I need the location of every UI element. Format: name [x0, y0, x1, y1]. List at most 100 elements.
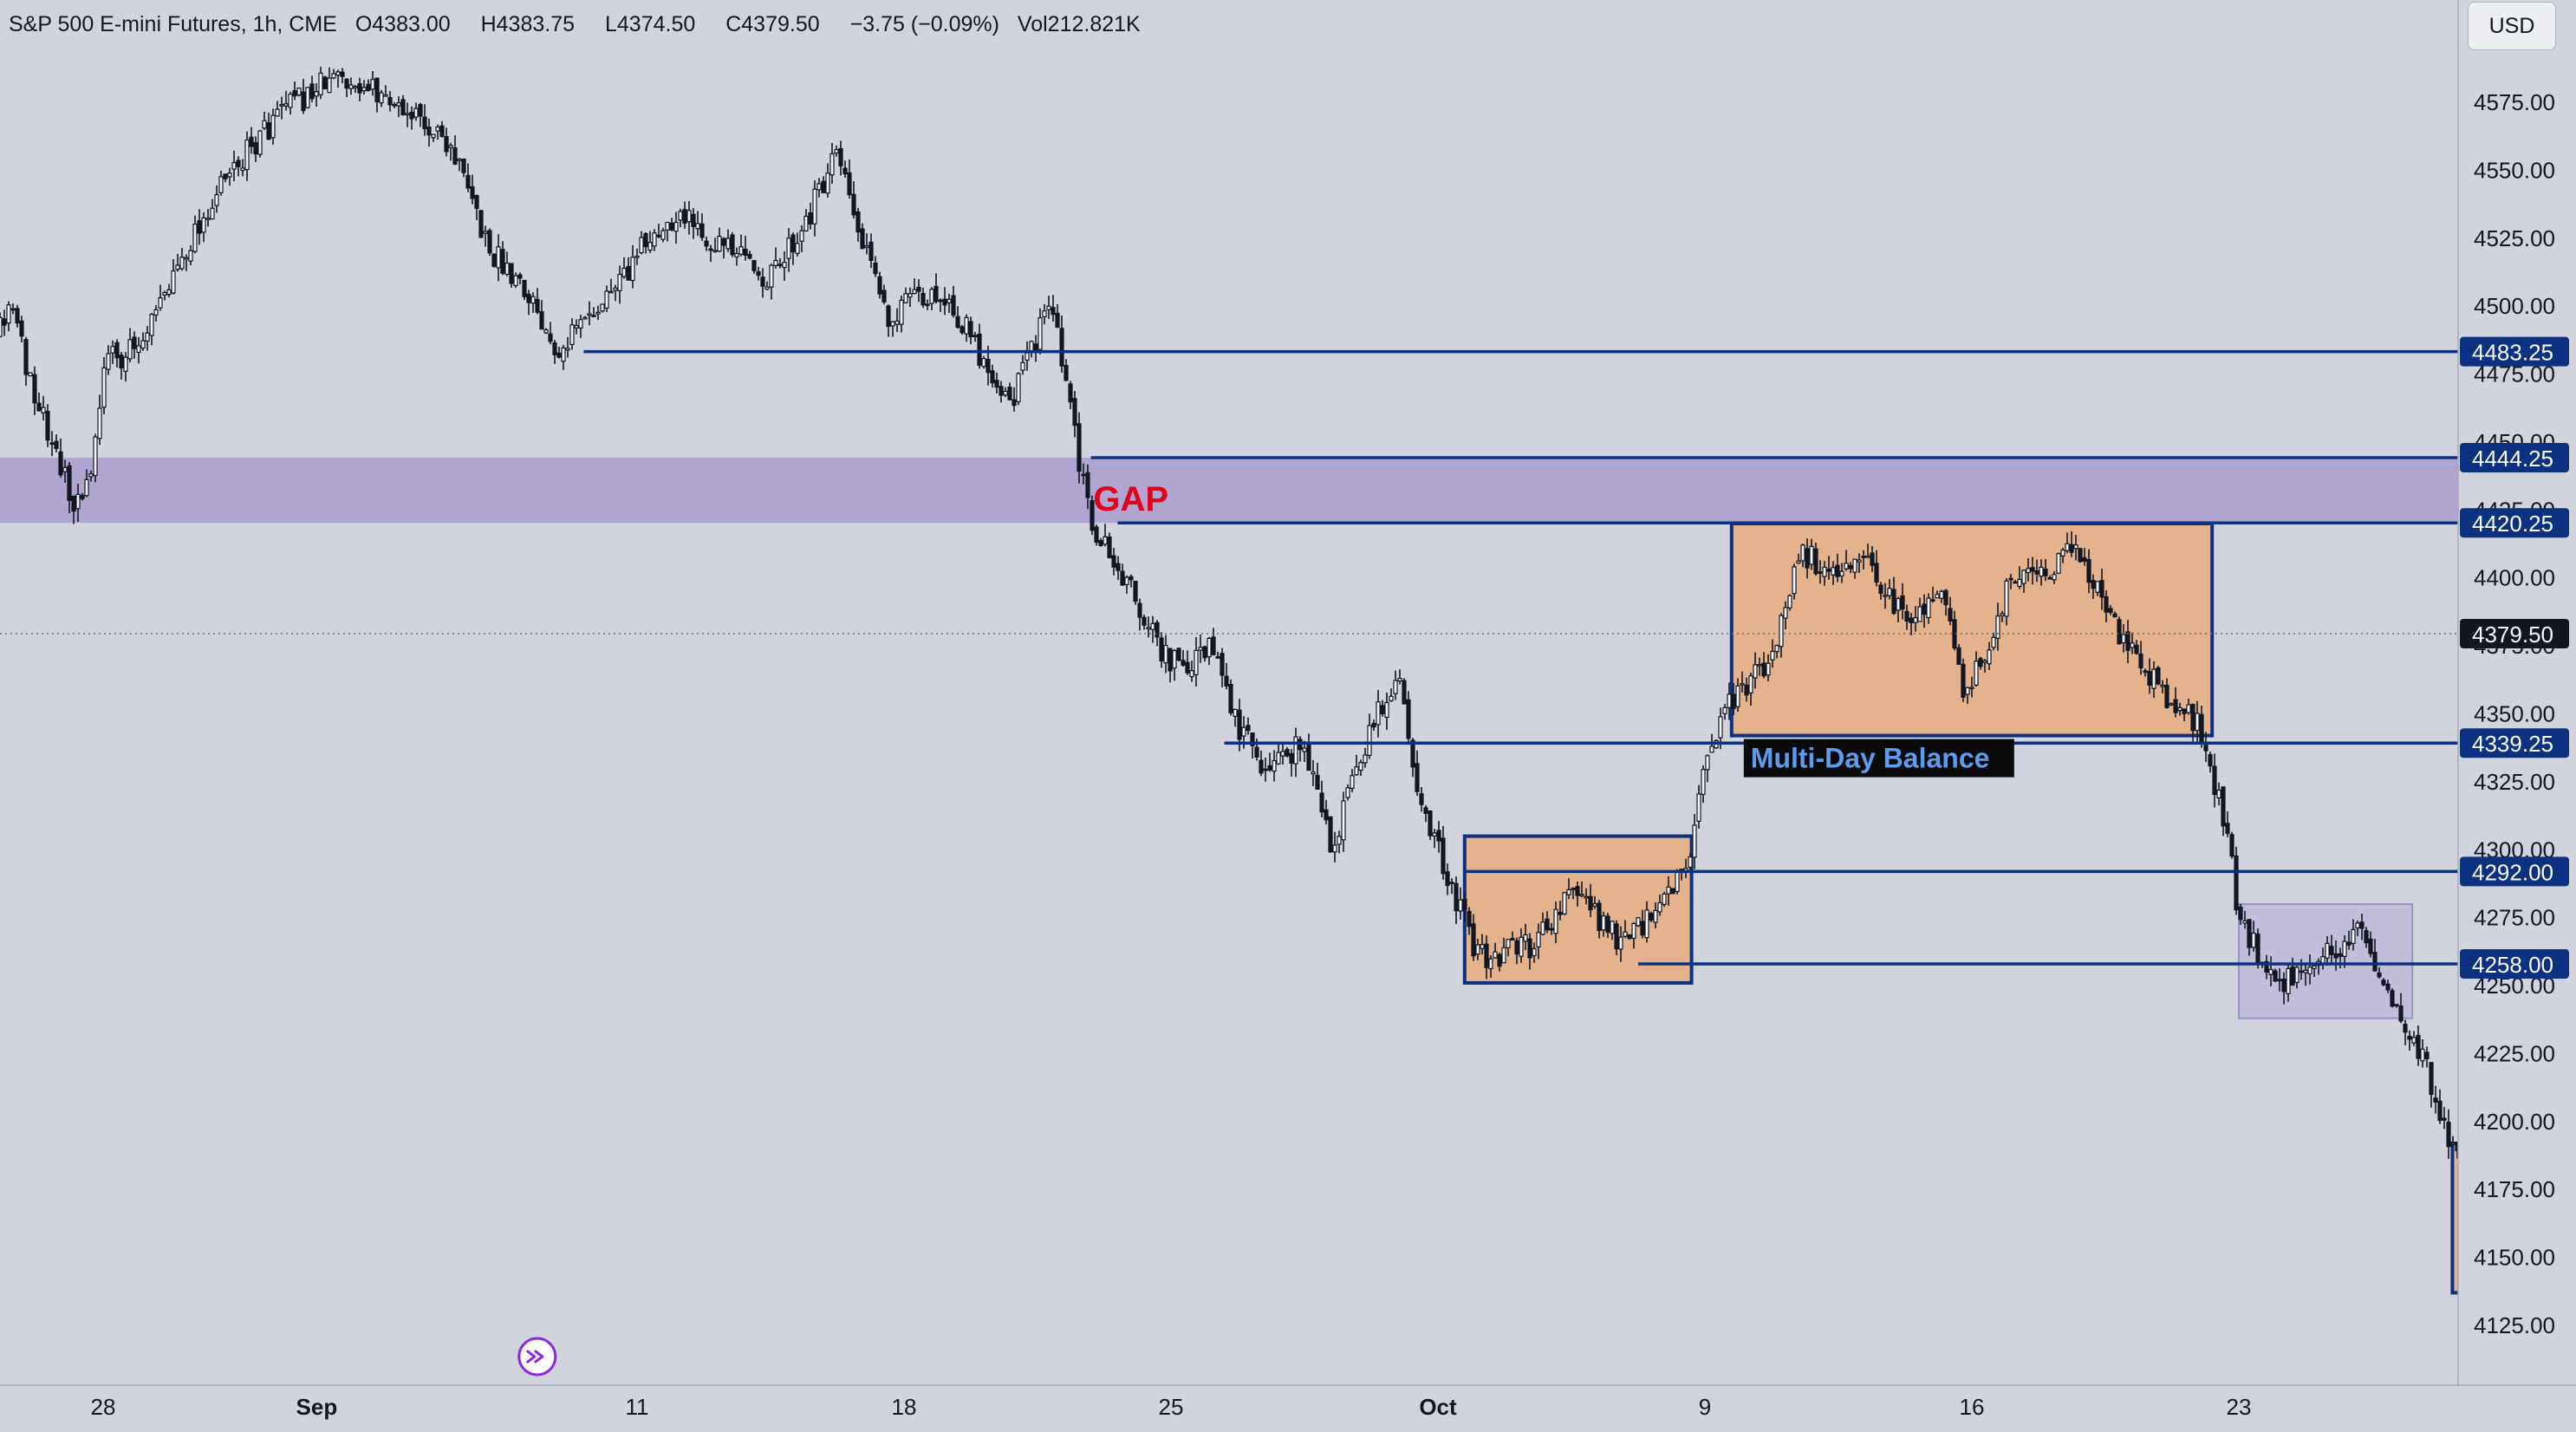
- candle-body: [275, 108, 280, 117]
- candle-body: [2407, 1035, 2412, 1040]
- candle-body: [2138, 654, 2143, 668]
- candle-body: [205, 218, 211, 220]
- replay-forward-icon[interactable]: [517, 1337, 557, 1377]
- candle-body: [1124, 576, 1129, 585]
- candle-body: [2108, 608, 2113, 614]
- candle-body: [2182, 708, 2187, 714]
- candle-body: [392, 103, 397, 107]
- candle-body: [2251, 932, 2256, 948]
- candle-body: [418, 103, 423, 117]
- candle-body: [907, 293, 913, 298]
- price-tick-label: 4525.00: [2474, 225, 2555, 251]
- price-tick-label: 4575.00: [2474, 89, 2555, 115]
- candle-body: [1909, 617, 1914, 624]
- candle-body: [1254, 746, 1259, 758]
- candle-body: [526, 293, 531, 303]
- candle-body: [2329, 946, 2334, 955]
- time-tick-label: Oct: [1419, 1394, 1457, 1420]
- candle-body: [2299, 970, 2304, 973]
- symbol-title: S&P 500 E-mini Futures, 1h, CME: [9, 12, 337, 36]
- candle-body: [535, 298, 540, 313]
- candle-body: [1267, 765, 1272, 771]
- candle-body: [1146, 627, 1151, 630]
- candle-body: [1337, 836, 1342, 845]
- candle-body: [838, 147, 843, 166]
- gap-zone: [0, 457, 2458, 524]
- candle-body: [2286, 967, 2291, 994]
- candle-body: [1168, 648, 1173, 672]
- candle-body: [231, 162, 237, 170]
- candle-body: [691, 213, 696, 227]
- level-price-tag-label: 4258.00: [2472, 952, 2553, 978]
- candle-body: [10, 308, 16, 311]
- candle-body: [19, 320, 24, 337]
- candle-body: [1480, 944, 1485, 949]
- candle-body: [413, 107, 419, 118]
- candle-body: [1059, 328, 1064, 367]
- candle-body: [1133, 580, 1138, 602]
- candle-body: [673, 221, 679, 232]
- candle-body: [678, 211, 683, 221]
- candle-body: [2429, 1062, 2434, 1096]
- candle-body: [1701, 769, 1706, 795]
- candle-body: [955, 316, 960, 329]
- candle-body: [652, 232, 657, 247]
- currency-button[interactable]: USD: [2468, 2, 2556, 50]
- candle-body: [244, 139, 250, 171]
- candle-body: [2381, 980, 2386, 986]
- candle-body: [990, 370, 995, 384]
- candle-body: [1181, 660, 1186, 666]
- candle-body: [1891, 589, 1896, 615]
- candle-body: [184, 257, 189, 260]
- candle-body: [608, 290, 614, 294]
- candle-body: [1497, 954, 1502, 967]
- candle-body: [604, 290, 609, 309]
- candle-body: [2052, 574, 2057, 581]
- candle-body: [1822, 566, 1827, 577]
- candle-body: [1250, 732, 1255, 746]
- candle-body: [2034, 570, 2039, 575]
- candle-body: [890, 321, 895, 327]
- candle-body: [2446, 1122, 2451, 1148]
- candle-body: [1038, 317, 1043, 350]
- candle-body: [621, 267, 627, 277]
- candle-body: [1319, 792, 1324, 813]
- candle-body: [1974, 661, 1979, 686]
- candle-body: [2156, 667, 2161, 685]
- candle-body: [1800, 544, 1805, 562]
- candle-body: [1211, 636, 1216, 655]
- candle-body: [1783, 607, 1788, 619]
- change-value: −3.75 (−0.09%): [849, 12, 999, 36]
- candle-body: [2212, 765, 2217, 796]
- candle-body: [864, 244, 869, 248]
- candle-body: [1540, 921, 1545, 935]
- candle-body: [1003, 390, 1008, 396]
- candle-body: [1610, 921, 1615, 934]
- high-label: H: [480, 12, 497, 36]
- candle-body: [1722, 706, 1727, 714]
- candle-body: [942, 298, 947, 306]
- candle-body: [1046, 305, 1051, 310]
- candle-body: [2099, 580, 2104, 598]
- level-price-tag: [2460, 856, 2569, 887]
- candle-body: [2017, 578, 2022, 587]
- candle-body: [2238, 906, 2243, 921]
- candle-body: [1419, 793, 1424, 805]
- candle-body: [2355, 922, 2360, 929]
- candle-body: [28, 372, 33, 377]
- candle-body: [431, 133, 436, 139]
- candle-body: [1176, 648, 1181, 661]
- candle-body: [2416, 1034, 2421, 1059]
- low-label: L: [604, 12, 617, 36]
- candle-body: [1068, 383, 1073, 403]
- candle-body: [873, 262, 878, 275]
- candle-body: [868, 241, 874, 262]
- candle-body: [1692, 824, 1697, 858]
- candle-body: [1844, 563, 1849, 570]
- candle-body: [543, 329, 549, 334]
- candle-body: [712, 250, 718, 252]
- candle-body: [1761, 662, 1766, 677]
- price-axis-bg: [2458, 0, 2576, 1432]
- candle-body: [2364, 929, 2369, 944]
